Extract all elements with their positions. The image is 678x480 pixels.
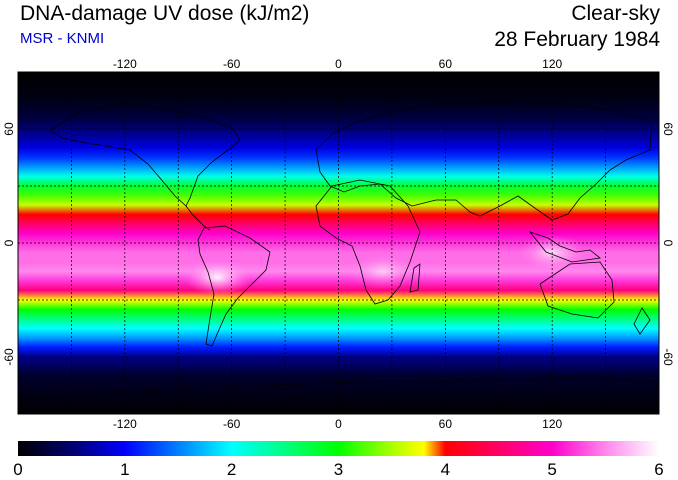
latitude-tick-label-left: 60 xyxy=(2,122,16,136)
central-america-coast xyxy=(185,205,211,231)
new-zealand-coast xyxy=(633,307,651,335)
longitude-tick-label: -60 xyxy=(223,57,241,71)
coastlines xyxy=(19,99,659,401)
longitude-tick-label: -120 xyxy=(113,57,137,71)
africa-coast xyxy=(315,179,421,305)
longitude-tick-label: -120 xyxy=(113,417,137,431)
date-label: 28 February 1984 xyxy=(494,28,660,51)
graticule xyxy=(18,72,659,414)
latitude-tick-label-right: 60 xyxy=(661,122,675,136)
dose-max-andes xyxy=(183,259,252,296)
colorbar-tick-label: 3 xyxy=(334,460,343,479)
longitude-tick-label: 0 xyxy=(335,57,342,71)
longitude-tick-label: -60 xyxy=(223,417,241,431)
latitude-tick-label-right: 0 xyxy=(661,240,675,247)
colorbar xyxy=(18,441,659,456)
colorbar-tick-labels: 0 1 2 3 4 5 6 xyxy=(13,460,663,479)
madagascar-coast xyxy=(409,263,421,293)
colorbar-tick-label: 0 xyxy=(13,460,22,479)
south-america-coast xyxy=(197,225,271,347)
colorbar-tick-label: 6 xyxy=(654,460,663,479)
longitude-tick-labels: -120 -120 -60 -60 0 0 60 60 120 120 xyxy=(70,57,607,431)
longitude-tick-label: 120 xyxy=(542,57,562,71)
europe-asia-coast xyxy=(315,99,653,221)
map-title: DNA-damage UV dose (kJ/m2) xyxy=(20,2,310,25)
antarctica-coast xyxy=(19,377,659,401)
colorbar-tick-label: 1 xyxy=(120,460,129,479)
source-label: MSR - KNMI xyxy=(20,30,105,47)
latitude-tick-label-left: 0 xyxy=(2,239,16,246)
longitude-tick-label: 120 xyxy=(542,417,562,431)
colorbar-tick-label: 5 xyxy=(547,460,556,479)
latitude-tick-label-right: -60 xyxy=(661,348,675,366)
colorbar-tick-label: 2 xyxy=(227,460,236,479)
latitude-tick-labels: 60 60 0 0 -60 -60 xyxy=(2,122,675,366)
colorbar-tick-label: 4 xyxy=(441,460,450,479)
north-america-coast xyxy=(49,103,241,207)
sky-condition-label: Clear-sky xyxy=(571,2,660,25)
longitude-tick-label: 60 xyxy=(439,57,453,71)
longitude-tick-label: 0 xyxy=(335,417,342,431)
dose-max-southern-africa xyxy=(349,253,418,290)
longitude-tick-label: 60 xyxy=(439,417,453,431)
latitude-tick-label-left: -60 xyxy=(2,348,16,366)
dose-maxima xyxy=(183,234,587,296)
australia-coast xyxy=(539,261,615,319)
